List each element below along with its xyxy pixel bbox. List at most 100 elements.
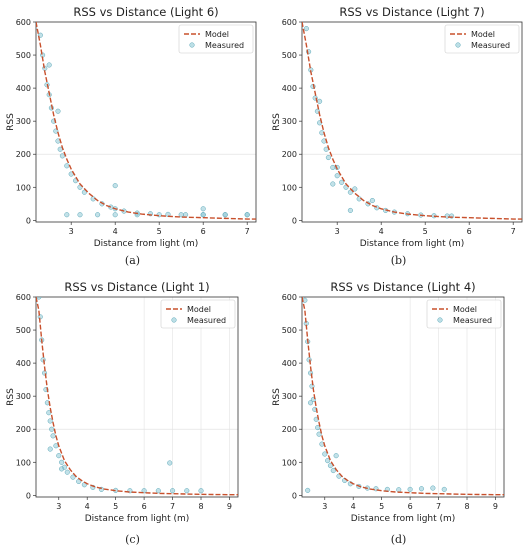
legend-box-a bbox=[178, 24, 254, 54]
y-tick-label-b: 0 bbox=[292, 216, 297, 225]
chart-panel-c: RSS vs Distance (Light 1) 0 100 200 300 400 50… bbox=[0, 275, 265, 550]
measured-point-c bbox=[59, 459, 65, 465]
x-tick-label-d: 3 bbox=[322, 502, 327, 511]
model-line-b bbox=[302, 22, 522, 220]
legend-model-label-b: Model bbox=[471, 30, 495, 39]
x-tick-label-d: 8 bbox=[464, 502, 469, 511]
measured-point-d bbox=[430, 485, 436, 491]
measured-point-a bbox=[200, 206, 206, 212]
chart-title-b: RSS vs Distance (Light 7) bbox=[339, 5, 484, 19]
x-tick-label-a: 7 bbox=[245, 227, 250, 236]
y-axis-label-d: RSS bbox=[272, 388, 282, 406]
y-tick-label-d: 500 bbox=[282, 326, 297, 335]
measured-point-a bbox=[112, 183, 118, 189]
measured-point-d bbox=[322, 451, 328, 457]
measured-point-b bbox=[369, 197, 375, 204]
chart-panel-a: RSS vs Distance (Light 6) 0 100 200 300 400 50… bbox=[0, 0, 265, 275]
measured-point-c bbox=[40, 357, 46, 363]
measured-point-d bbox=[330, 468, 336, 474]
legend-model-label-d: Model bbox=[453, 305, 477, 314]
chart-c-svg: RSS vs Distance (Light 1) 0 100 200 300 400 50… bbox=[6, 280, 239, 524]
y-tick-label-b: 600 bbox=[282, 18, 297, 27]
measured-point-a bbox=[81, 189, 87, 195]
legend-measured-label-c: Measured bbox=[187, 316, 226, 325]
legend-measured-swatch-b bbox=[455, 42, 461, 48]
x-tick-label-c: 6 bbox=[142, 502, 147, 511]
y-tick-label-d: 400 bbox=[282, 359, 297, 368]
y-tick-label-a: 0 bbox=[26, 216, 31, 225]
legend-measured-label-b: Measured bbox=[471, 41, 510, 50]
measured-point-d bbox=[325, 458, 331, 464]
x-tick-label-c: 5 bbox=[113, 502, 118, 511]
y-tick-label-b: 300 bbox=[282, 117, 297, 126]
y-tick-label-c: 600 bbox=[16, 293, 31, 302]
measured-point-a bbox=[77, 212, 83, 218]
measured-point-a bbox=[42, 65, 48, 71]
x-tick-label-d: 4 bbox=[351, 502, 356, 511]
y-tick-label-c: 500 bbox=[16, 326, 31, 335]
x-tick-label-c: 4 bbox=[85, 502, 90, 511]
x-tick-label-b: 3 bbox=[335, 227, 340, 236]
data-layer-d bbox=[302, 297, 504, 496]
x-tick-label-a: 6 bbox=[201, 227, 206, 236]
y-tick-label-b: 500 bbox=[282, 51, 297, 60]
measured-point-b bbox=[347, 189, 353, 195]
measured-point-a bbox=[59, 153, 65, 159]
x-tick-label-c: 7 bbox=[170, 502, 175, 511]
measured-point-c bbox=[53, 443, 59, 449]
y-tick-label-a: 600 bbox=[16, 18, 31, 27]
measured-point-c bbox=[49, 426, 55, 432]
legend-measured-swatch-d bbox=[437, 317, 443, 323]
y-tick-label-b: 400 bbox=[282, 84, 297, 93]
measured-point-c bbox=[70, 474, 76, 480]
measured-point-d bbox=[327, 463, 334, 469]
caption-a: (a) bbox=[124, 254, 141, 267]
y-axis-label-c: RSS bbox=[6, 388, 16, 406]
x-tick-label-b: 6 bbox=[467, 227, 472, 236]
x-tick-label-c: 3 bbox=[56, 502, 61, 511]
measured-point-c bbox=[155, 488, 161, 494]
measured-point-a bbox=[55, 108, 61, 114]
y-tick-label-d: 200 bbox=[282, 425, 297, 434]
y-tick-label-d: 0 bbox=[292, 491, 297, 500]
measured-point-c bbox=[56, 453, 62, 459]
measured-point-c bbox=[36, 297, 42, 300]
x-axis-label-c: Distance from light (m) bbox=[85, 514, 190, 524]
y-tick-label-a: 500 bbox=[16, 51, 31, 60]
y-tick-label-a: 100 bbox=[16, 183, 31, 192]
legend-measured-swatch-c bbox=[171, 317, 177, 323]
chart-title-d: RSS vs Distance (Light 4) bbox=[330, 280, 475, 294]
y-tick-label-a: 300 bbox=[16, 117, 31, 126]
measured-point-b bbox=[317, 98, 323, 104]
measured-point-d bbox=[315, 425, 321, 431]
measured-point-d bbox=[307, 400, 314, 406]
measured-point-d bbox=[316, 431, 322, 437]
y-tick-label-c: 200 bbox=[16, 425, 31, 434]
measured-point-c bbox=[47, 446, 53, 452]
plot-frame-d bbox=[301, 296, 505, 498]
y-axis-label-a: RSS bbox=[6, 113, 16, 131]
measured-point-b bbox=[330, 164, 336, 171]
measured-point-d bbox=[333, 453, 339, 459]
chart-title-c: RSS vs Distance (Light 1) bbox=[64, 280, 209, 294]
chart-b-svg: RSS vs Distance (Light 7) 0 100 200 300 400 50… bbox=[272, 5, 523, 249]
chart-panel-b: RSS vs Distance (Light 7) 0 100 200 300 400 50… bbox=[266, 0, 531, 275]
measured-point-a bbox=[64, 163, 70, 169]
measured-point-d bbox=[418, 486, 425, 492]
measured-point-c bbox=[141, 488, 147, 494]
chart-a-svg: RSS vs Distance (Light 6) 0 100 200 300 400 50… bbox=[6, 5, 257, 249]
measured-point-a bbox=[95, 212, 101, 218]
plot-frame-a bbox=[35, 21, 257, 223]
measured-point-c bbox=[167, 460, 173, 466]
chart-panel-d: RSS vs Distance (Light 4) 0 100 200 300 400 50… bbox=[266, 275, 531, 550]
chart-d-svg: RSS vs Distance (Light 4) 0 100 200 300 400 50… bbox=[272, 280, 505, 524]
measured-point-c bbox=[170, 488, 176, 494]
y-tick-label-b: 100 bbox=[282, 183, 297, 192]
x-axis-label-b: Distance from light (m) bbox=[360, 239, 465, 249]
measured-point-b bbox=[303, 26, 309, 32]
x-tick-label-c: 8 bbox=[198, 502, 203, 511]
measured-point-b bbox=[325, 154, 331, 161]
measured-point-c bbox=[59, 466, 65, 472]
y-tick-label-d: 100 bbox=[282, 458, 297, 467]
legend-measured-label-a: Measured bbox=[205, 41, 244, 50]
